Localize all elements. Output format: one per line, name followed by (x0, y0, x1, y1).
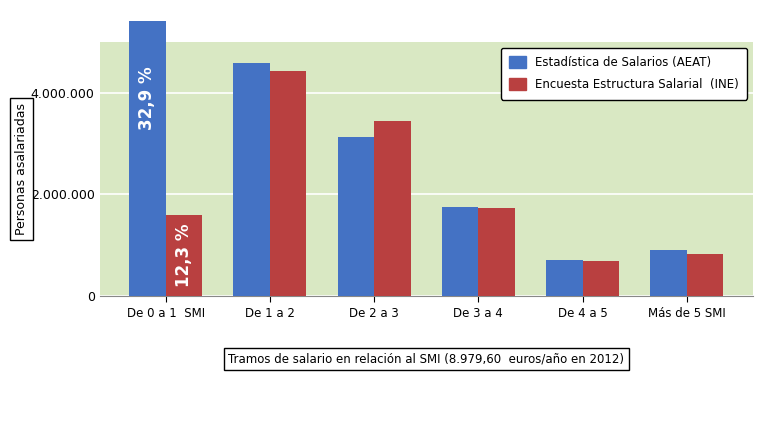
Bar (270, 71, 306, 296)
Bar (546, 260, 583, 296)
Text: 32,9 %: 32,9 % (138, 67, 157, 130)
Bar (687, 254, 723, 296)
Bar (233, 63, 270, 296)
Text: Tramos de salario en relación al SMI (8.979,60  euros/año en 2012): Tramos de salario en relación al SMI (8.… (228, 352, 624, 365)
Bar (374, 121, 411, 296)
Bar (478, 208, 515, 296)
Bar (650, 251, 687, 296)
Y-axis label: Personas asalariadas: Personas asalariadas (15, 103, 28, 235)
Bar (129, 21, 166, 296)
Text: 12,3 %: 12,3 % (175, 224, 193, 287)
Bar (166, 215, 202, 296)
Bar (338, 137, 374, 296)
Bar (442, 206, 478, 296)
Bar (583, 260, 619, 296)
Legend: Estadística de Salarios (AEAT), Encuesta Estructura Salarial  (INE): Estadística de Salarios (AEAT), Encuesta… (501, 48, 747, 99)
